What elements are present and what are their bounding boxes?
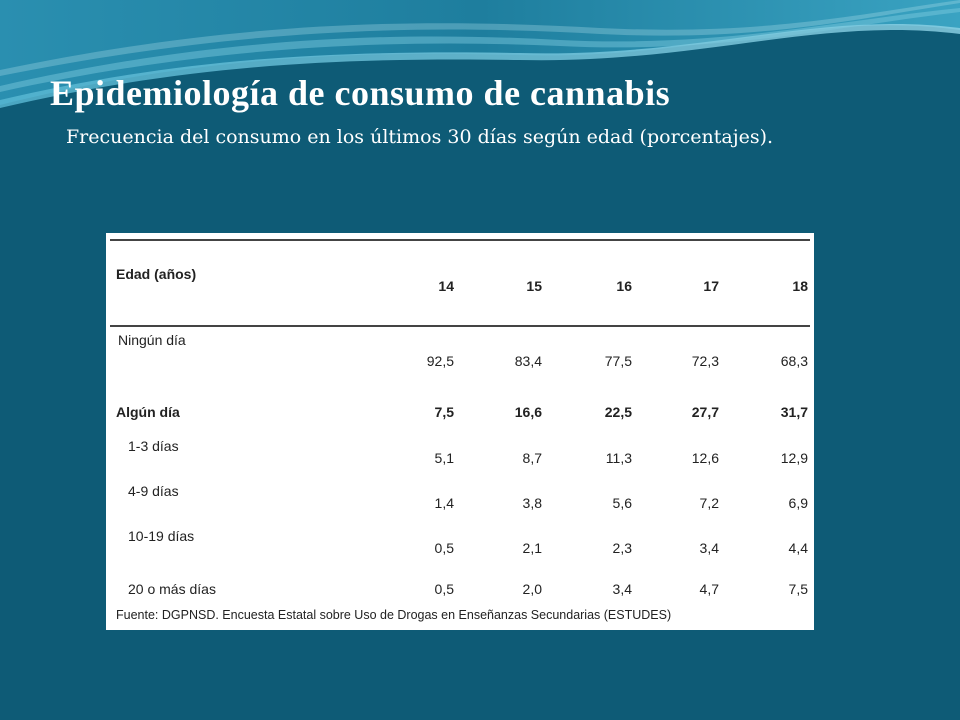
table-cell: 0,5 [434, 540, 454, 556]
header-age: 15 [526, 278, 542, 294]
table-cell: 12,9 [780, 450, 808, 466]
table-cell: 68,3 [780, 353, 808, 369]
table-header-rule [110, 325, 810, 327]
table-cell: 8,7 [522, 450, 542, 466]
table-cell: 3,8 [522, 495, 542, 511]
row-label: Ningún día [118, 332, 186, 348]
table-cell: 5,1 [434, 450, 454, 466]
row-label: Algún día [116, 404, 180, 420]
table-cell: 2,3 [612, 540, 632, 556]
header-age: 14 [438, 278, 454, 294]
table-cell: 6,9 [788, 495, 808, 511]
row-label: 4-9 días [128, 483, 179, 499]
table-cell: 77,5 [604, 353, 632, 369]
table-cell: 3,4 [699, 540, 719, 556]
table-cell: 4,7 [699, 581, 719, 597]
table-cell: 27,7 [691, 404, 719, 420]
table-cell: 3,4 [612, 581, 632, 597]
table-cell: 16,6 [514, 404, 542, 420]
row-label: 1-3 días [128, 438, 179, 454]
table-cell: 31,7 [780, 404, 808, 420]
table-cell: 4,4 [788, 540, 808, 556]
table-cell: 83,4 [514, 353, 542, 369]
table-cell: 1,4 [434, 495, 454, 511]
table-cell: 7,2 [699, 495, 719, 511]
table-source-note: Fuente: DGPNSD. Encuesta Estatal sobre U… [116, 608, 672, 622]
table-cell: 22,5 [604, 404, 632, 420]
decorative-wave-header [0, 0, 960, 109]
row-label: 20 o más días [128, 581, 216, 597]
table-cell: 12,6 [691, 450, 719, 466]
row-label: 10-19 días [128, 528, 195, 544]
data-table: Edad (años) 14 15 16 17 18 Ningún día 92… [106, 233, 814, 630]
slide-title: Epidemiología de consumo de cannabis [50, 73, 671, 113]
table-top-rule [110, 239, 810, 241]
table-cell: 72,3 [691, 353, 719, 369]
table-cell: 2,1 [522, 540, 542, 556]
header-age: 18 [792, 278, 808, 294]
header-label: Edad (años) [116, 266, 197, 282]
slide-subtitle: Frecuencia del consumo en los últimos 30… [66, 126, 774, 148]
table-cell: 7,5 [434, 404, 454, 420]
table-cell: 7,5 [788, 581, 808, 597]
table-cell: 5,6 [612, 495, 632, 511]
table-cell: 11,3 [605, 450, 632, 466]
header-age: 16 [616, 278, 632, 294]
table-cell: 2,0 [522, 581, 542, 597]
header-age: 17 [703, 278, 719, 294]
table-cell: 92,5 [426, 353, 454, 369]
table-cell: 0,5 [434, 581, 454, 597]
